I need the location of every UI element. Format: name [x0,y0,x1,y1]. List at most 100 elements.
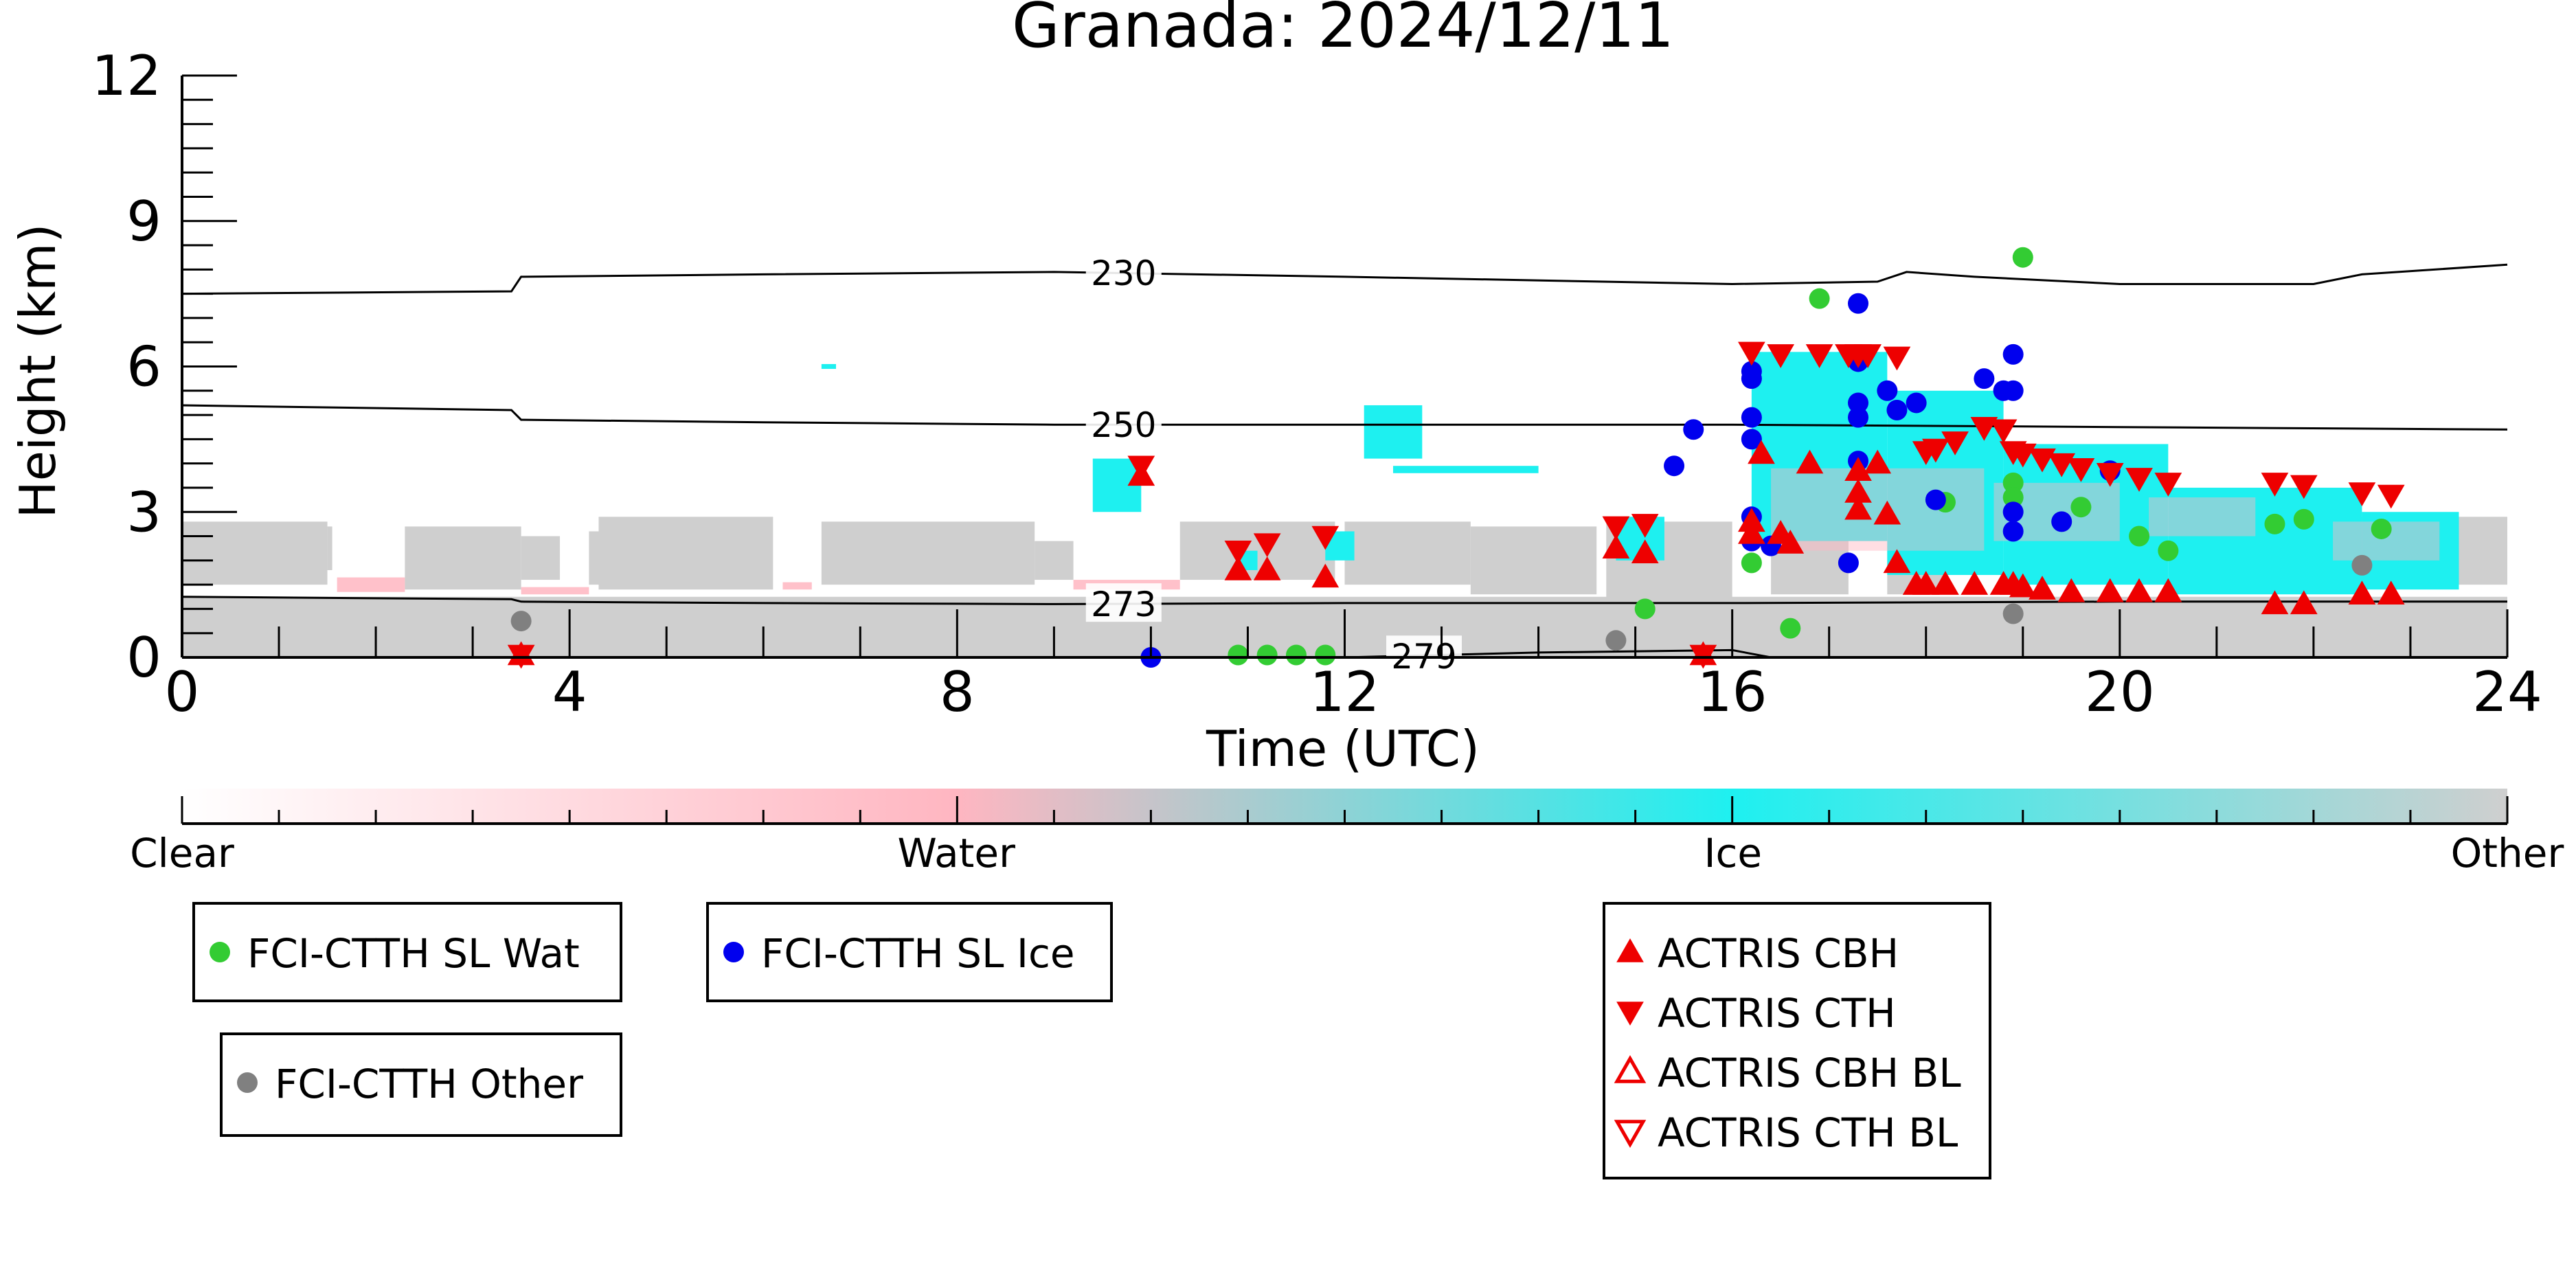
point-actris-cbh [1932,571,1959,595]
axes: 0 3 6 9 12 0 4 8 12 16 20 24 [91,44,2542,724]
point-actris-cth [2290,475,2318,499]
curtain-cell [2149,497,2256,536]
point-actris-cth [2067,457,2095,482]
curtain-cell [782,582,812,590]
point-actris-cth [1127,455,1155,480]
point-actris-cbh [1796,449,1824,474]
x-axis-label: Time (UTC) [1206,720,1480,778]
y-tick-label: 6 [126,335,161,399]
point-fci-ctth-sl-wat [1256,644,1278,666]
y-axis-label: Height (km) [9,224,67,519]
point-actris-cbh [1748,440,1775,464]
legend-box [706,902,1113,1002]
legend-label: ACTRIS CTH BL [1658,1109,1958,1156]
point-fci-ctth-sl-wat [2264,513,2285,534]
x-tick-label: 0 [165,660,200,724]
contour-label-bg [1085,251,1162,291]
point-actris-cbh [2377,580,2405,605]
point-actris-cth [2154,473,2182,497]
contour-line [181,404,2508,431]
colorbar-label: Water [897,830,1015,877]
point-actris-cbh [2029,576,2056,600]
y-tick-label: 9 [126,190,161,253]
point-actris-cth [1941,431,1969,455]
y-tick-label: 3 [126,480,161,544]
legend-marker [237,1072,258,1093]
point-fci-ctth-sl-ice [1838,552,1859,574]
legend-label: FCI-CTTH Other [275,1061,583,1107]
point-fci-ctth-sl-ice [1877,380,1898,401]
x-tick-label: 8 [940,660,975,724]
curtain-cell [1393,466,1539,473]
curtain-cell [405,526,521,590]
point-actris-cbh [1631,539,1659,563]
contour-label: 250 [1091,405,1156,445]
curtain-cell [521,536,561,580]
point-actris-cth [1883,346,1911,371]
point-actris-cbh [1864,449,1892,474]
point-actris-cbh [1253,556,1281,580]
point-actris-cbh [2009,573,2037,598]
point-fci-ctth-sl-wat [2002,472,2024,493]
point-actris-cbh [2348,580,2376,605]
point-actris-cbh [1602,534,1630,558]
point-actris-cbh [1883,549,1911,574]
point-actris-cbh [2261,590,2289,615]
curtain-cell [1470,526,1597,595]
point-fci-ctth-other [2002,603,2024,624]
x-tick-label: 12 [1310,660,1380,724]
point-actris-cth [1631,514,1659,538]
point-fci-ctth-sl-wat [1315,644,1336,666]
point-actris-cbh [2096,578,2124,602]
y-tick-label: 0 [126,626,161,690]
colorbar-label: Ice [1704,830,1762,877]
point-fci-ctth-sl-ice [1741,368,1762,389]
point-fci-ctth-other [510,611,532,632]
point-actris-cth [2125,468,2153,492]
curtain-cell [821,521,1035,585]
point-fci-ctth-other [1605,630,1627,651]
point-fci-ctth-sl-ice [1906,392,1927,414]
point-actris-cbh [2057,578,2086,602]
x-tick-label: 16 [1697,660,1767,724]
point-actris-cbh [1776,530,1805,554]
point-actris-cbh [2290,590,2318,615]
y-tick-label: 12 [91,44,161,108]
curtain-cell [337,577,405,592]
point-fci-ctth-sl-wat [1780,618,1801,639]
point-fci-ctth-sl-ice [1925,489,1946,510]
point-actris-cbh [1912,571,1940,595]
point-actris-cth [2261,473,2289,497]
legend-marker [210,942,230,962]
point-actris-cth [1989,419,2018,444]
contour-label-bg [1085,583,1162,622]
point-actris-cth [1602,516,1630,541]
legend-marker [1614,1054,1647,1083]
point-fci-ctth-sl-wat [2002,487,2024,508]
point-actris-cth [1738,341,1765,366]
contour-line [181,596,2507,605]
point-fci-ctth-sl-wat [1228,644,1249,666]
point-actris-cbh [1311,563,1340,588]
legend-label: FCI-CTTH SL Ice [761,930,1075,977]
colorbar: Clear Water Ice Other [130,789,2564,877]
point-fci-ctth-sl-ice [1848,407,1869,428]
curtain-cell [1364,405,1423,459]
point-fci-ctth-sl-wat [1634,598,1656,620]
point-actris-cbh [1738,520,1765,544]
legend-label: ACTRIS CBH BL [1658,1050,1961,1096]
point-actris-cth [1921,438,1950,463]
point-actris-cth [1253,533,1281,558]
curtain-cell [598,517,773,590]
legend-marker [1614,1120,1647,1149]
point-fci-ctth-other [2351,554,2373,576]
point-actris-cth [1224,540,1252,565]
legend-box [220,1032,622,1137]
curtain-cell [2168,487,2362,595]
legend-box [1603,902,1991,1179]
point-fci-ctth-sl-wat [2070,497,2092,518]
point-actris-cbh [2125,578,2153,602]
point-fci-ctth-sl-ice [1741,429,1762,450]
contour-label: 230 [1091,253,1156,293]
